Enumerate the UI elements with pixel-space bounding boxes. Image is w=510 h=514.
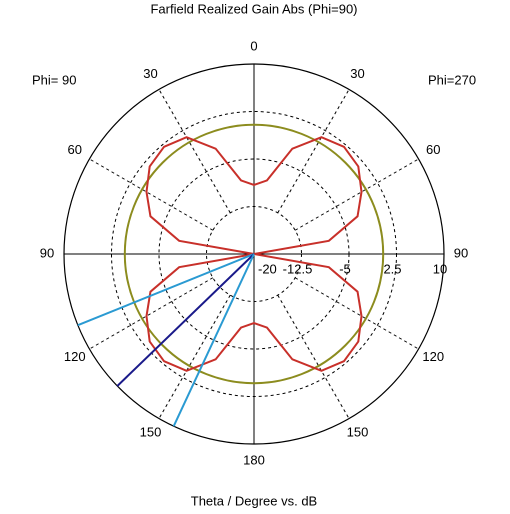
annotation: Phi=270 [428,72,476,87]
angle-tick-label: 120 [422,349,444,364]
angle-tick-label: 150 [140,425,162,440]
angle-tick-label: 90 [40,245,54,260]
r-tick-label: -5 [339,261,351,276]
chart-title: Farfield Realized Gain Abs (Phi=90) [150,1,357,16]
annotation: Phi= 90 [32,72,76,87]
r-tick-label: 10 [433,261,447,276]
direction-line [77,253,255,327]
angle-tick-label: 180 [243,452,265,467]
angle-tick-label: 0 [250,38,257,53]
direction-line [172,253,255,427]
reference-circle [123,123,385,385]
r-tick-label: -20 [258,261,277,276]
angle-tick-label: 150 [347,425,369,440]
angle-tick-label: 30 [143,66,157,81]
angle-tick-label: 120 [64,349,86,364]
angle-tick-label: 30 [350,66,364,81]
direction-line [116,253,255,387]
r-tick-label: 2.5 [383,261,401,276]
angle-tick-label: 60 [426,142,440,157]
pattern-line [145,136,363,372]
r-tick-label: -12.5 [283,261,313,276]
angle-tick-label: 90 [454,245,468,260]
angle-tick-label: 60 [67,142,81,157]
axis-label: Theta / Degree vs. dB [191,493,317,508]
